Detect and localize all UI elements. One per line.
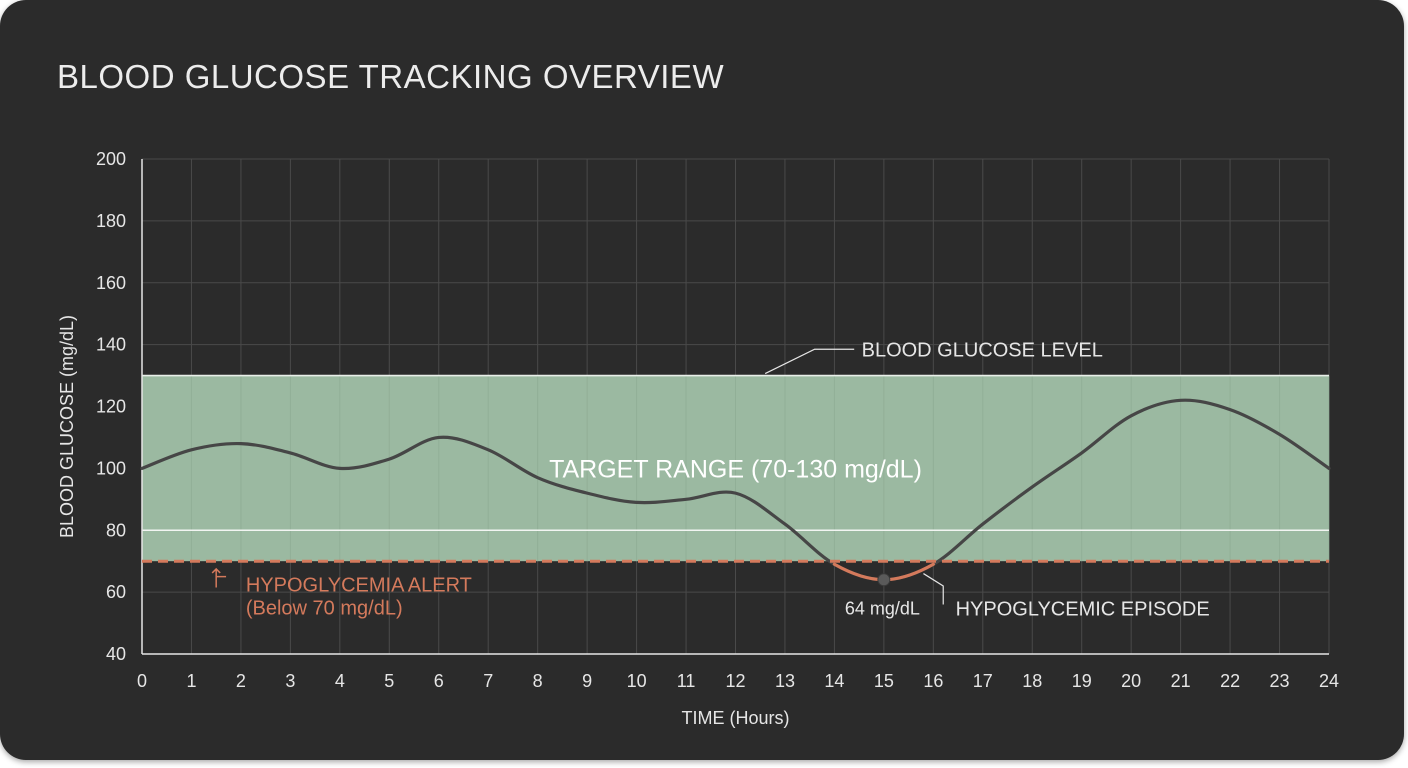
x-tick-label: 23 bbox=[1270, 671, 1290, 691]
x-tick-label: 1 bbox=[186, 671, 196, 691]
blood-glucose-level-leader bbox=[764, 348, 855, 375]
x-tick-label: 18 bbox=[1022, 671, 1042, 691]
y-tick-label: 80 bbox=[106, 520, 126, 540]
x-tick-label: 2 bbox=[236, 671, 246, 691]
x-tick-label: 6 bbox=[434, 671, 444, 691]
annotations: BLOOD GLUCOSE LEVEL HYPOGLYCEMIA ALERT (… bbox=[211, 339, 1210, 621]
x-tick-label: 4 bbox=[335, 671, 345, 691]
y-tick-label: 140 bbox=[96, 335, 126, 355]
hypoglycemic-episode-leader bbox=[923, 573, 944, 605]
hypoglycemia-alert-sublabel: (Below 70 mg/dL) bbox=[246, 598, 403, 620]
x-tick-label: 22 bbox=[1220, 671, 1240, 691]
x-tick-label: 3 bbox=[285, 671, 295, 691]
minimum-value-label: 64 mg/dL bbox=[845, 599, 920, 619]
x-tick-label: 24 bbox=[1319, 671, 1339, 691]
y-axis-title: BLOOD GLUCOSE (mg/dL) bbox=[57, 315, 77, 538]
minimum-point bbox=[877, 573, 891, 587]
y-tick-label: 200 bbox=[96, 149, 126, 169]
y-tick-label: 40 bbox=[106, 644, 126, 664]
y-tick-label: 120 bbox=[96, 397, 126, 417]
glucose-series-line bbox=[140, 398, 1331, 582]
x-tick-label: 13 bbox=[775, 671, 795, 691]
x-tick-label: 14 bbox=[824, 671, 844, 691]
hypoglycemia-alert-label: HYPOGLYCEMIA ALERT bbox=[246, 574, 472, 596]
x-tick-label: 19 bbox=[1072, 671, 1092, 691]
x-tick-label: 21 bbox=[1171, 671, 1191, 691]
x-tick-label: 17 bbox=[973, 671, 993, 691]
x-axis-title: TIME (Hours) bbox=[682, 708, 790, 728]
x-tick-label: 11 bbox=[677, 671, 696, 691]
x-tick-label: 7 bbox=[483, 671, 493, 691]
x-tick-label: 16 bbox=[923, 671, 943, 691]
x-tick-label: 20 bbox=[1121, 671, 1141, 691]
x-tick-label: 8 bbox=[533, 671, 543, 691]
x-tick-label: 15 bbox=[874, 671, 894, 691]
chart-title: BLOOD GLUCOSE TRACKING OVERVIEW bbox=[57, 58, 725, 95]
y-tick-label: 160 bbox=[96, 273, 126, 293]
y-tick-label: 180 bbox=[96, 211, 126, 231]
x-tick-label: 0 bbox=[137, 671, 147, 691]
axes: 0 1 2 3 4 5 6 7 8 9 10 11 12 13 14 15 16 17 18 19 20 21 22 23 24… bbox=[96, 149, 1339, 691]
target-range-label: TARGET RANGE (70-130 mg/dL) bbox=[549, 455, 922, 483]
x-tick-label: 5 bbox=[384, 671, 394, 691]
x-tick-label: 9 bbox=[582, 671, 592, 691]
hypoglycemia-alert-arrow-icon bbox=[211, 567, 227, 588]
hypoglycemic-episode-label: HYPOGLYCEMIC EPISODE bbox=[956, 599, 1210, 621]
x-tick-label: 10 bbox=[627, 671, 647, 691]
y-tick-label: 60 bbox=[106, 582, 126, 602]
x-tick-label: 12 bbox=[725, 671, 745, 691]
blood-glucose-level-label: BLOOD GLUCOSE LEVEL bbox=[862, 339, 1103, 361]
y-tick-label: 100 bbox=[96, 458, 126, 478]
